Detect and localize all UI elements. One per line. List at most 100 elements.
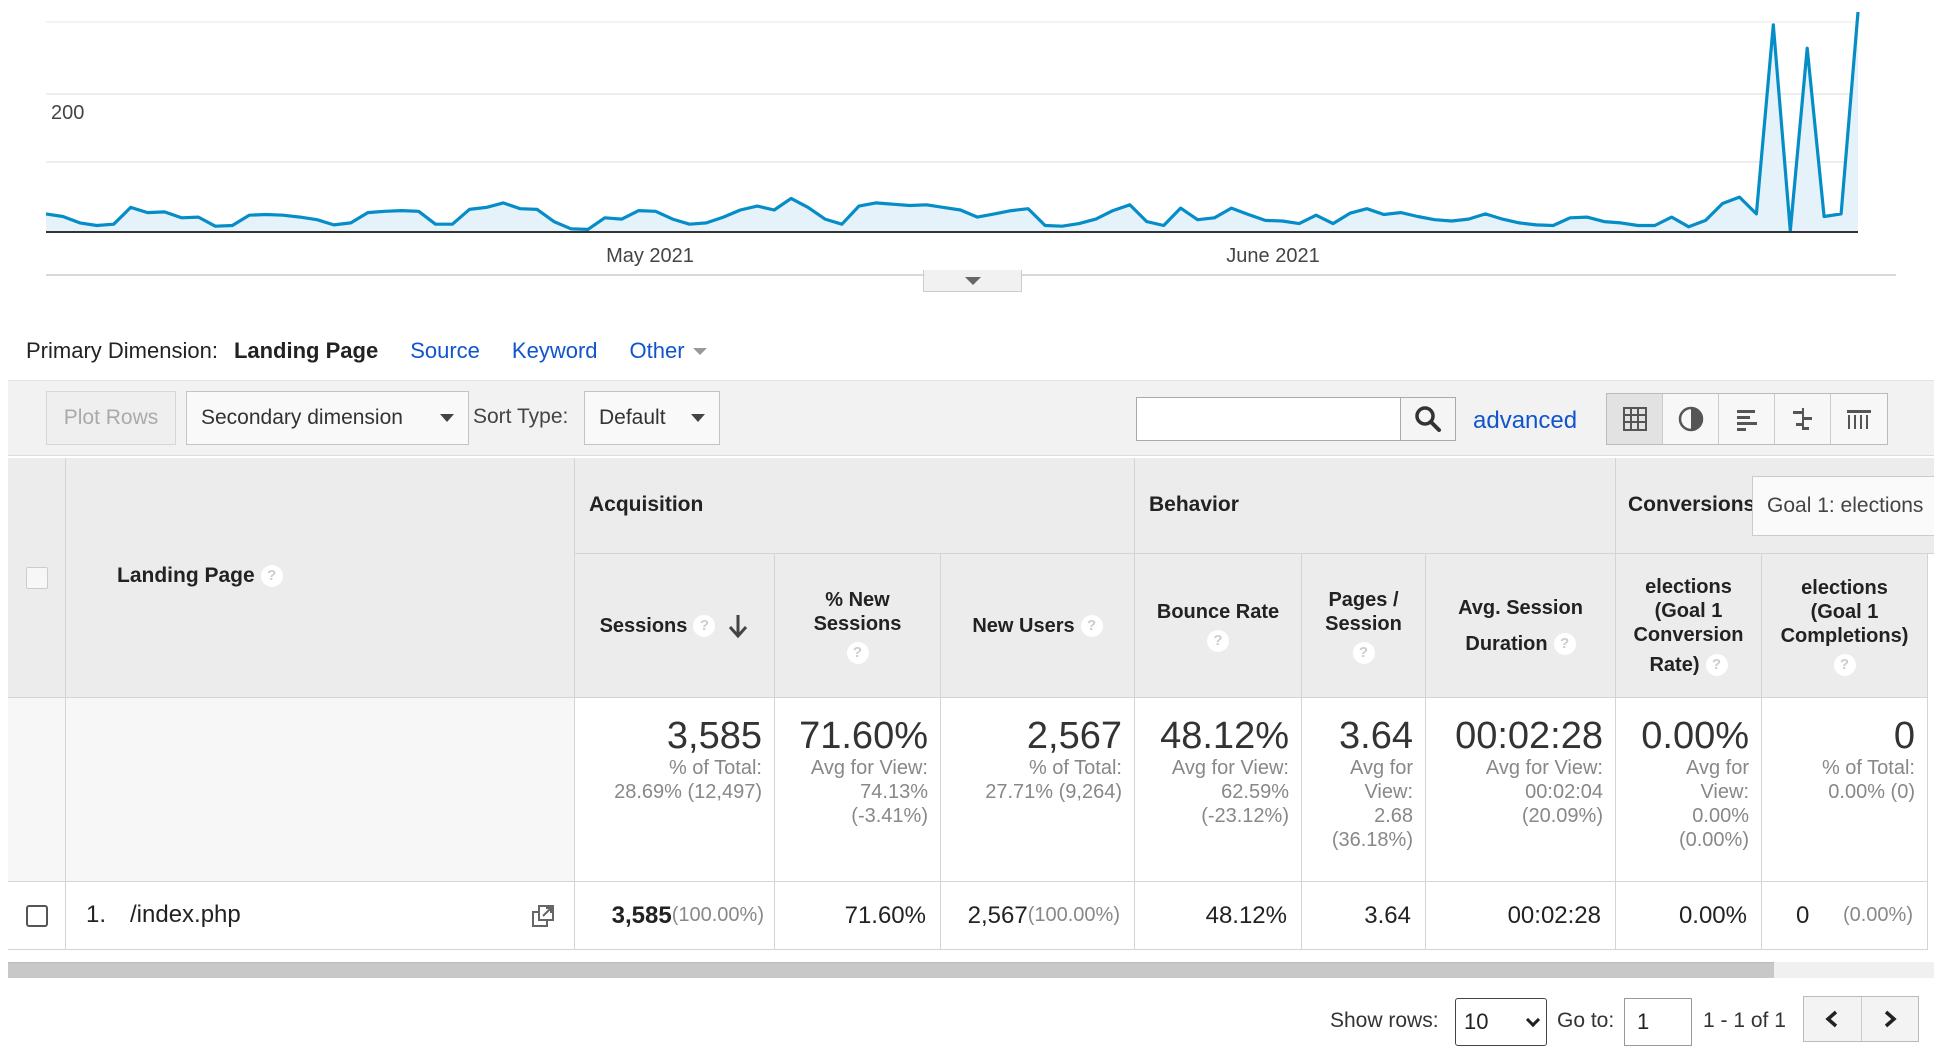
avg-duration-total-label: Avg for View:: [1485, 757, 1603, 779]
row-completions-pct: (0.00%): [1842, 904, 1913, 926]
secondary-dimension-select[interactable]: Secondary dimension: [186, 391, 469, 445]
conv-rate-header-line4-wrap: Rate)?: [1649, 653, 1728, 677]
sessions-column-header[interactable]: Sessions ?: [575, 554, 775, 698]
avg-session-duration-column-header[interactable]: Avg. Session Duration?: [1426, 554, 1616, 698]
select-all-checkbox[interactable]: [25, 566, 48, 589]
landing-page-header-cell: Landing Page?: [66, 458, 575, 698]
page-navigation: [1803, 996, 1919, 1042]
behavior-label: Behavior: [1149, 493, 1239, 516]
help-icon[interactable]: ?: [1352, 641, 1375, 664]
pivot-view-button[interactable]: [1831, 394, 1887, 444]
chart-collapse-toggle[interactable]: [923, 270, 1022, 292]
bounce-rate-total-cell: 48.12% Avg for View: 62.59% (-23.12%): [1135, 698, 1302, 882]
help-icon[interactable]: ?: [693, 614, 716, 637]
new-sessions-total-change: (-3.41%): [851, 805, 928, 827]
table-search-input[interactable]: [1136, 397, 1408, 441]
new-users-header-label: New Users: [972, 614, 1075, 637]
row-completions-cell: 0 (0.00%): [1762, 882, 1928, 950]
conversions-label: Conversions: [1628, 493, 1756, 516]
sort-type-select[interactable]: Default: [584, 391, 720, 445]
pages-total-label1: Avg for: [1350, 757, 1413, 779]
pages-session-column-header[interactable]: Pages / Session ?: [1302, 554, 1426, 698]
pages-total-cell: 3.64 Avg for View: 2.68 (36.18%): [1302, 698, 1426, 882]
data-table: Landing Page? Acquisition Behavior Conve…: [8, 458, 1934, 950]
data-table-view-button[interactable]: [1607, 394, 1663, 444]
caret-down-icon: [440, 414, 454, 422]
show-rows-select[interactable]: 10: [1455, 998, 1547, 1046]
next-page-button[interactable]: [1862, 997, 1919, 1041]
totals-label-cell: [66, 698, 575, 882]
plot-rows-button[interactable]: Plot Rows: [46, 391, 176, 445]
help-icon[interactable]: ?: [1833, 653, 1856, 676]
goal-select[interactable]: Goal 1: elections: [1752, 476, 1934, 536]
landing-page-column-header[interactable]: Landing Page?: [117, 564, 283, 588]
avg-duration-total-cell: 00:02:28 Avg for View: 00:02:04 (20.09%): [1426, 698, 1616, 882]
percentage-view-button[interactable]: [1663, 394, 1719, 444]
bar-list-icon: [1736, 410, 1757, 431]
goal-completions-column-header[interactable]: elections (Goal 1 Completions) ?: [1762, 554, 1928, 698]
conv-rate-total-value: 0.00%: [1641, 715, 1749, 757]
previous-page-button[interactable]: [1804, 997, 1862, 1041]
pages-total-change: (36.18%): [1331, 829, 1413, 851]
sort-descending-arrow-icon: [729, 614, 748, 638]
table-row: 1. /index.php: [66, 882, 575, 950]
chevron-left-icon: [1825, 1010, 1838, 1028]
new-sessions-header-line1: % New: [825, 588, 890, 611]
pages-header-line1: Pages /: [1328, 588, 1399, 611]
bounce-rate-total-label: Avg for View:: [1171, 757, 1289, 779]
help-icon[interactable]: ?: [1553, 633, 1576, 656]
table-grid-icon: [1622, 407, 1647, 431]
totals-spacer: [8, 698, 66, 882]
acquisition-label: Acquisition: [589, 493, 704, 516]
help-icon[interactable]: ?: [1705, 654, 1728, 677]
show-rows-label: Show rows:: [1330, 1009, 1439, 1032]
row-checkbox[interactable]: [25, 904, 48, 927]
completions-total-label: % of Total:: [1821, 757, 1915, 779]
conv-rate-total-label2: View:: [1700, 781, 1749, 803]
avg-duration-total-avg: 00:02:04: [1525, 781, 1603, 803]
acquisition-group-header: Acquisition: [575, 458, 1135, 554]
completions-total-value: 0: [1893, 715, 1915, 757]
completions-total-detail: 0.00% (0): [1828, 781, 1915, 803]
help-icon[interactable]: ?: [1080, 614, 1103, 637]
sort-type-value: Default: [599, 406, 666, 429]
row-pages-cell: 3.64: [1302, 882, 1426, 950]
new-users-total-label: % of Total:: [1028, 757, 1122, 779]
search-icon: [1415, 406, 1441, 432]
bounce-rate-header-label: Bounce Rate: [1156, 600, 1280, 623]
primary-dimension-other[interactable]: Other: [630, 338, 707, 364]
help-icon[interactable]: ?: [1207, 629, 1229, 652]
conversion-rate-column-header[interactable]: elections (Goal 1 Conversion Rate)?: [1616, 554, 1762, 698]
new-users-column-header[interactable]: New Users ?: [941, 554, 1135, 698]
view-switcher: [1606, 393, 1888, 445]
help-icon[interactable]: ?: [846, 641, 869, 664]
bounce-rate-column-header[interactable]: Bounce Rate ?: [1135, 554, 1302, 698]
sessions-total-value: 3,585: [666, 715, 762, 757]
comparison-view-button[interactable]: [1775, 394, 1831, 444]
chart-gridlines: [46, 21, 1858, 163]
go-to-page-input[interactable]: 1: [1624, 998, 1692, 1046]
primary-dimension-label: Primary Dimension:: [26, 338, 218, 363]
performance-view-button[interactable]: [1719, 394, 1775, 444]
new-sessions-column-header[interactable]: % New Sessions ?: [775, 554, 941, 698]
search-button[interactable]: [1400, 397, 1456, 441]
help-icon[interactable]: ?: [260, 565, 283, 588]
open-page-icon[interactable]: [531, 904, 555, 928]
conv-rate-header-line4: Rate): [1649, 653, 1700, 676]
primary-dimension-landing-page: Landing Page: [233, 338, 379, 363]
completions-header-line3: Completions): [1780, 624, 1909, 647]
avg-duration-header-line1: Avg. Session: [1458, 596, 1583, 619]
x-tick-label-may: May 2021: [606, 245, 694, 267]
conv-rate-total-avg: 0.00%: [1692, 805, 1749, 827]
new-users-total-value: 2,567: [1026, 715, 1122, 757]
landing-page-link[interactable]: /index.php: [130, 901, 241, 928]
horizontal-scrollbar-thumb[interactable]: [8, 962, 1774, 978]
sessions-chart: 200 May 2021 June 2021: [45, 11, 1896, 276]
bounce-rate-total-change: (-23.12%): [1201, 805, 1289, 827]
primary-dimension-source[interactable]: Source: [410, 338, 480, 363]
advanced-filter-link[interactable]: advanced: [1473, 407, 1578, 434]
caret-down-icon: [691, 414, 705, 422]
primary-dimension-keyword[interactable]: Keyword: [511, 338, 598, 363]
avg-duration-total-value: 00:02:28: [1455, 715, 1603, 757]
completions-header-line2: (Goal 1: [1810, 600, 1879, 623]
